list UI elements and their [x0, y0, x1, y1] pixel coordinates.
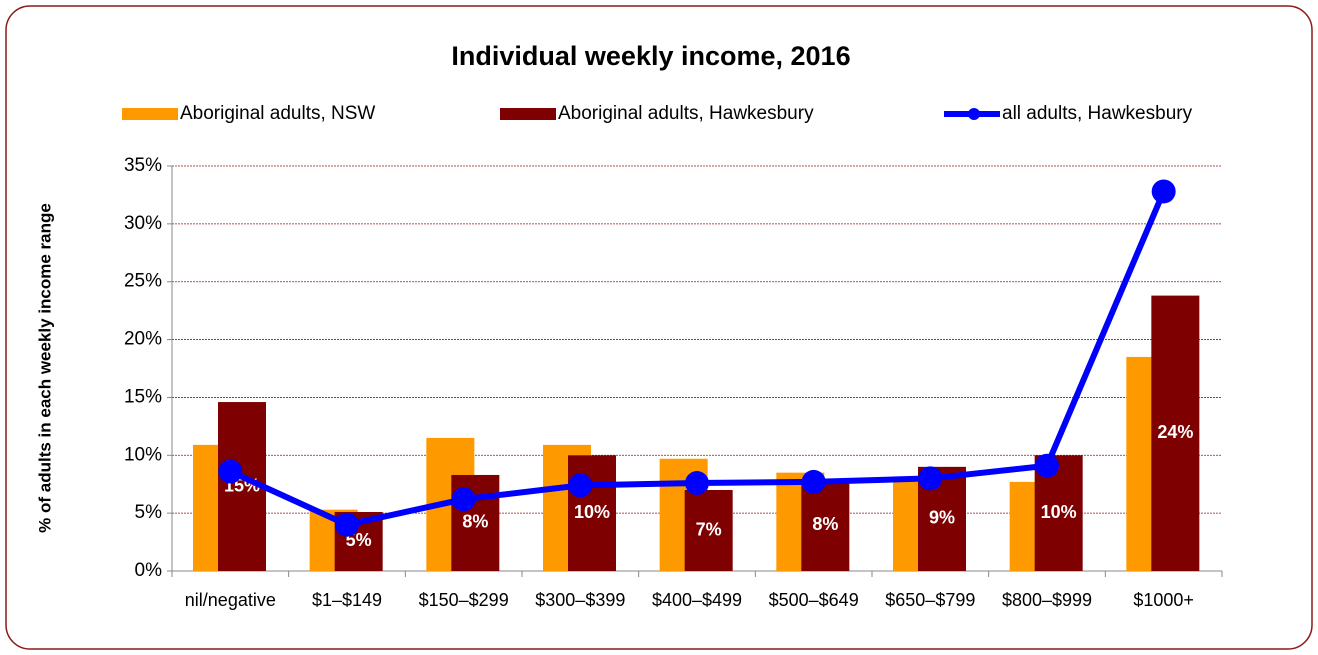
y-tick-label: 10% — [124, 444, 162, 465]
x-tick-label: $400–$499 — [652, 590, 742, 610]
y-axis-label: % of adults in each weekly income range — [35, 203, 54, 533]
x-tick-label: $500–$649 — [769, 590, 859, 610]
x-tick-label: $150–$299 — [419, 590, 509, 610]
y-tick-label: 0% — [135, 560, 163, 581]
marker — [918, 466, 943, 491]
marker — [1035, 453, 1059, 478]
data-label: 8% — [812, 514, 838, 534]
legend-label: Aboriginal adults, NSW — [180, 103, 375, 124]
y-tick-label: 15% — [124, 386, 162, 407]
marker — [335, 512, 359, 537]
bar — [801, 479, 850, 571]
chart-title: Individual weekly income, 2016 — [451, 41, 850, 71]
marker — [1151, 179, 1176, 204]
y-tick-label: 20% — [124, 329, 162, 350]
y-tick-label: 25% — [124, 271, 162, 292]
data-label: 8% — [462, 512, 488, 532]
y-tick-label: 5% — [135, 502, 163, 523]
legend-swatch — [500, 108, 556, 120]
bar — [684, 490, 733, 571]
legend-swatch — [122, 108, 178, 120]
legend-marker — [968, 108, 980, 120]
chart-frame — [5, 5, 1313, 650]
data-label: 7% — [696, 519, 722, 539]
x-tick-label: $300–$399 — [535, 590, 625, 610]
x-tick-label: $800–$999 — [1002, 590, 1092, 610]
y-tick-label: 35% — [124, 155, 162, 176]
data-label: 10% — [1041, 502, 1077, 522]
marker — [451, 487, 476, 512]
bar — [1151, 295, 1200, 571]
marker — [568, 473, 593, 498]
marker — [685, 471, 709, 496]
data-label: 24% — [1157, 422, 1193, 442]
x-tick-label: nil/negative — [185, 590, 276, 610]
marker — [801, 469, 826, 494]
legend-label: Aboriginal adults, Hawkesbury — [558, 103, 814, 124]
x-tick-label: $1000+ — [1133, 590, 1194, 610]
legend-label: all adults, Hawkesbury — [1002, 103, 1193, 124]
marker — [218, 459, 243, 484]
data-label: 10% — [574, 502, 610, 522]
y-tick-label: 30% — [124, 213, 162, 234]
data-label: 9% — [929, 508, 955, 528]
x-tick-label: $1–$149 — [312, 590, 382, 610]
x-tick-label: $650–$799 — [885, 590, 975, 610]
